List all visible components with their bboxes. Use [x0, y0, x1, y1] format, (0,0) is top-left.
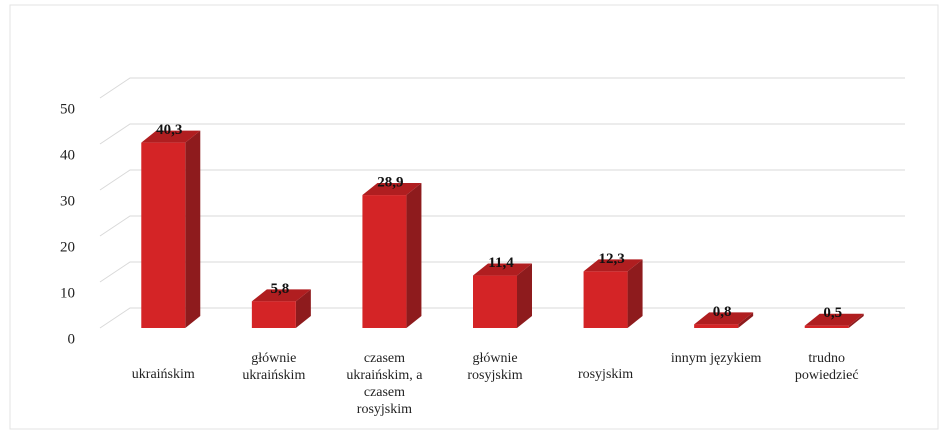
y-tick-label: 20 — [60, 239, 75, 255]
grid-line — [99, 307, 905, 329]
value-label: 28,9 — [377, 174, 403, 190]
bar — [251, 301, 296, 328]
grid-line — [99, 77, 905, 99]
bar-top — [251, 289, 311, 302]
bar-side — [738, 312, 754, 328]
y-tick-label: 50 — [60, 101, 75, 117]
bar — [362, 195, 407, 328]
grid-line — [99, 169, 905, 191]
bar-top — [362, 183, 422, 196]
x-tick-label: trudno powiedzieć — [794, 351, 859, 383]
value-label: 0,8 — [713, 304, 732, 320]
bar-side — [295, 289, 311, 328]
value-label: 0,5 — [823, 305, 842, 321]
bar-side — [185, 130, 201, 328]
x-tick-label: głównie ukraińskim — [242, 351, 306, 383]
x-tick-label: innym językiem — [670, 351, 762, 366]
value-label: 40,3 — [156, 122, 182, 138]
x-tick-label: czasem ukraińskim, a czasem rosyjskim — [346, 351, 423, 417]
bar-side — [517, 263, 532, 328]
bar-side — [848, 313, 864, 328]
y-tick-label: 30 — [60, 193, 75, 209]
grid-line — [99, 261, 905, 283]
bar-side — [406, 183, 422, 328]
bar-side — [627, 259, 643, 328]
value-label: 11,4 — [488, 255, 514, 271]
x-tick-label: rosyjskim — [577, 367, 634, 382]
grid-line — [99, 215, 905, 237]
y-tick-label: 10 — [60, 285, 75, 301]
value-label: 5,8 — [270, 281, 289, 297]
bar-top — [141, 130, 201, 143]
bar — [583, 271, 628, 328]
bar — [694, 324, 739, 328]
bar — [473, 275, 517, 328]
x-tick-label: głównie rosyjskim — [467, 351, 523, 383]
bar — [141, 142, 186, 328]
y-tick-label: 40 — [60, 147, 75, 163]
bar — [804, 325, 849, 328]
bar-top — [583, 259, 643, 272]
value-label: 12,3 — [598, 251, 624, 267]
grid-line — [99, 123, 905, 145]
frame — [9, 4, 939, 430]
bar-top — [473, 263, 532, 276]
x-tick-label: ukraińskim — [131, 367, 195, 382]
y-tick-label: 0 — [68, 331, 76, 347]
bar-top — [694, 312, 754, 325]
bar-top — [804, 313, 864, 326]
